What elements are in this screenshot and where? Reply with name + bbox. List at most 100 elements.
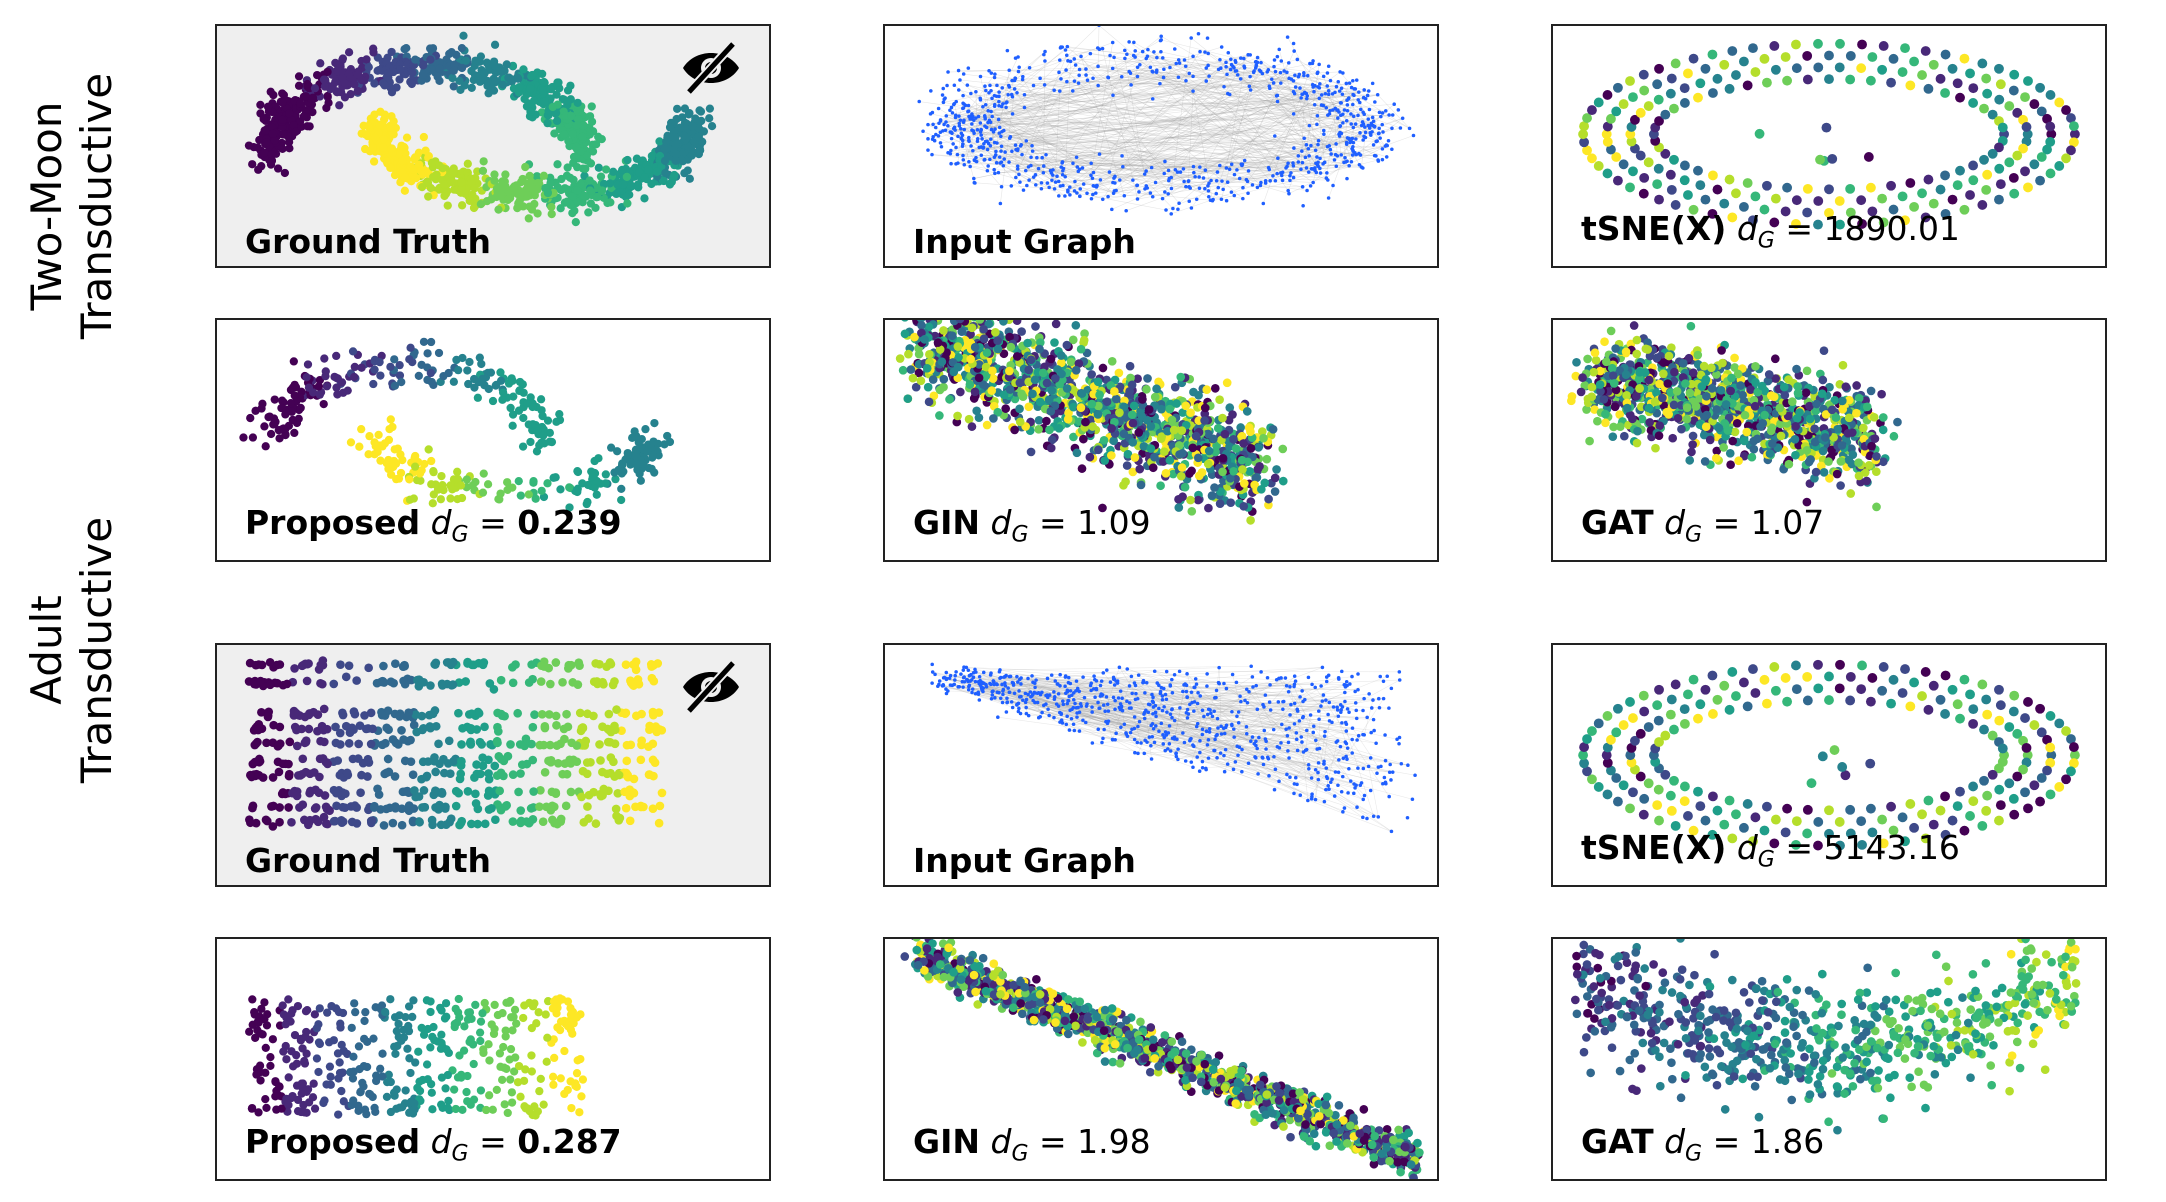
scatter-point — [459, 31, 468, 40]
graph-edge — [1239, 178, 1262, 183]
scatter-point — [246, 413, 255, 423]
metric-symbol: dG — [430, 503, 469, 548]
graph-node — [974, 90, 978, 94]
graph-node — [972, 176, 976, 181]
scatter-point — [617, 495, 626, 505]
scatter-point — [2045, 90, 2056, 100]
scatter-point — [684, 142, 693, 151]
scatter-point — [513, 73, 522, 82]
row-label-line1: Two-Moon — [22, 101, 71, 311]
scatter-point — [380, 439, 390, 448]
scatter-point — [1093, 377, 1103, 387]
graph-node — [1201, 176, 1206, 180]
graph-node — [1077, 73, 1081, 78]
graph-node — [981, 104, 985, 109]
scatter-point — [599, 179, 609, 189]
graph-edge — [1054, 188, 1167, 211]
graph-node — [1310, 61, 1315, 66]
scatter-point — [1742, 80, 1753, 91]
graph-node — [1268, 179, 1272, 183]
graph-node — [1159, 50, 1163, 54]
scatter-point — [1886, 180, 1896, 191]
graph-node — [1293, 85, 1298, 89]
scatter-point — [453, 474, 462, 483]
scatter-point — [1005, 332, 1014, 342]
graph-node — [1339, 101, 1343, 105]
graph-node — [1038, 76, 1042, 81]
scatter-point — [1224, 415, 1234, 425]
scatter-point — [592, 140, 601, 149]
scatter-point — [591, 203, 600, 212]
scatter-point — [411, 451, 420, 461]
scatter-point — [1867, 52, 1878, 62]
graph-node — [1019, 142, 1023, 147]
scatter-point — [1824, 207, 1834, 218]
graph-node — [1029, 155, 1033, 159]
graph-edge — [992, 116, 1077, 158]
graph-edge — [955, 117, 1376, 157]
scatter-point — [988, 374, 998, 383]
scatter-point — [991, 327, 1000, 337]
scatter-point — [388, 422, 397, 432]
graph-node — [982, 114, 987, 118]
graph-edge — [1119, 72, 1288, 181]
scatter-point — [1034, 424, 1043, 434]
graph-node — [1040, 155, 1044, 160]
graph-node — [949, 148, 953, 153]
scatter-point — [949, 320, 959, 326]
scatter-point — [989, 414, 998, 423]
scatter-point — [403, 60, 412, 69]
graph-node — [1352, 93, 1356, 98]
scatter-point — [244, 141, 254, 150]
graph-node — [1288, 174, 1292, 178]
graph-node — [997, 90, 1001, 94]
graph-edge — [980, 99, 1324, 106]
graph-edge — [1338, 81, 1384, 133]
scatter-point — [1813, 62, 1824, 73]
scatter-point — [473, 393, 482, 402]
scatter-point — [415, 160, 424, 169]
scatter-point — [1827, 153, 1838, 164]
scatter-point — [322, 382, 331, 391]
scatter-point — [594, 132, 603, 141]
graph-node — [1137, 190, 1141, 194]
graph-node — [972, 180, 977, 185]
graph-edge — [1020, 57, 1258, 147]
scatter-point — [362, 55, 371, 64]
graph-edge — [1114, 93, 1307, 184]
graph-node — [1009, 184, 1014, 188]
graph-node — [1384, 155, 1389, 159]
graph-edge — [957, 162, 1269, 168]
graph-node — [1300, 92, 1304, 97]
scatter-point — [417, 466, 426, 475]
scatter-point — [1708, 170, 1718, 181]
scatter-point — [1628, 166, 1638, 177]
scatter-point — [643, 447, 652, 456]
scatter-point — [1626, 136, 1637, 147]
scatter-point — [269, 414, 279, 423]
scatter-point — [478, 374, 487, 383]
scatter-point — [435, 64, 444, 73]
graph-node — [1182, 58, 1187, 62]
scatter-point — [611, 475, 620, 484]
graph-node — [1241, 185, 1245, 190]
graph-edge — [927, 124, 1030, 181]
graph-node — [1045, 181, 1050, 185]
graph-node — [989, 71, 994, 75]
scatter-plot — [1566, 321, 1902, 512]
scatter-point — [933, 338, 943, 347]
scatter-point — [1905, 80, 1916, 91]
scatter-point — [1652, 179, 1663, 190]
scatter-point — [1602, 136, 1613, 147]
scatter-point — [571, 218, 580, 227]
graph-node — [985, 169, 990, 173]
graph-node — [1232, 172, 1237, 177]
graph-node — [1002, 157, 1006, 161]
graph-node — [1316, 138, 1321, 143]
graph-node — [1194, 197, 1199, 201]
scatter-point — [1952, 180, 1963, 191]
graph-edge — [1000, 88, 1015, 204]
scatter-point — [546, 178, 555, 188]
graph-node — [956, 134, 960, 139]
scatter-point — [1635, 150, 1646, 161]
